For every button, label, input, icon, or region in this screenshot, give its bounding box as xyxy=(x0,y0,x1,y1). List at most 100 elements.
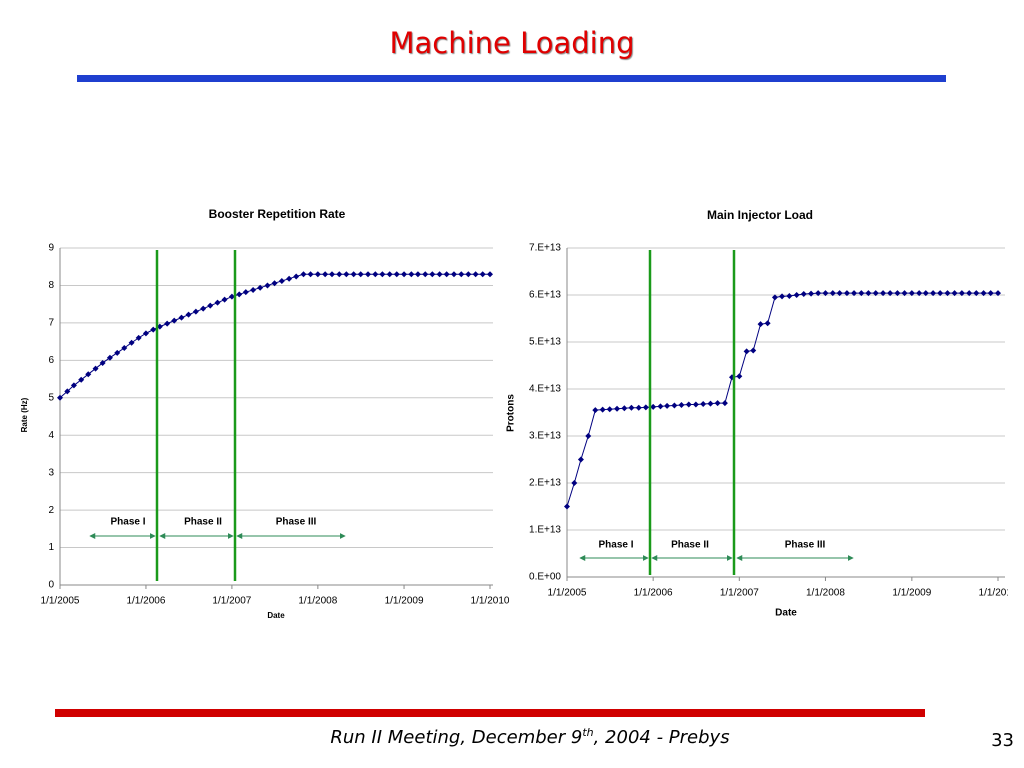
data-point xyxy=(429,271,436,278)
phase-label: Phase II xyxy=(671,540,709,551)
x-tick-label: 1/1/2008 xyxy=(298,596,337,607)
data-point xyxy=(880,290,887,297)
x-axis-label: Date xyxy=(775,608,797,619)
data-point xyxy=(443,271,450,278)
chart-title: Booster Repetition Rate xyxy=(209,207,346,221)
data-point xyxy=(106,354,113,361)
data-point xyxy=(322,271,329,278)
data-point xyxy=(614,405,621,412)
footer-sup: th xyxy=(582,726,594,739)
footer-rule xyxy=(55,709,925,717)
data-point xyxy=(779,293,786,300)
data-point xyxy=(85,371,92,378)
data-point xyxy=(692,401,699,408)
slide-title: Machine Loading xyxy=(389,26,635,60)
data-point xyxy=(70,382,77,389)
data-point xyxy=(793,292,800,298)
data-point xyxy=(365,271,372,278)
data-point xyxy=(357,271,364,278)
data-point xyxy=(221,296,228,303)
data-point xyxy=(164,320,171,327)
data-point xyxy=(980,290,987,297)
data-point xyxy=(858,290,865,297)
data-point xyxy=(707,400,714,407)
x-tick-label: 1/1/2010 xyxy=(979,588,1018,599)
data-point xyxy=(836,290,843,297)
y-tick-label: 0 xyxy=(48,580,54,591)
data-point xyxy=(958,290,965,297)
y-tick-label: 1.E+13 xyxy=(529,525,561,536)
data-point xyxy=(257,284,264,291)
data-point xyxy=(300,271,307,278)
phase-label: Phase I xyxy=(110,517,145,528)
x-tick-label: 1/1/2005 xyxy=(548,588,587,599)
series-line xyxy=(566,292,998,507)
y-tick-label: 6 xyxy=(48,355,54,366)
data-point xyxy=(916,290,923,297)
data-point xyxy=(372,271,379,278)
data-point xyxy=(293,273,300,280)
footer-text: Run II Meeting, December 9 xyxy=(330,727,583,748)
data-point xyxy=(750,347,757,354)
data-point xyxy=(408,271,415,278)
data-point xyxy=(606,406,613,413)
y-tick-label: 5 xyxy=(48,392,54,403)
y-tick-label: 0.E+00 xyxy=(529,572,561,583)
data-point xyxy=(721,400,728,407)
data-point xyxy=(250,286,257,293)
data-point xyxy=(350,271,357,278)
data-point xyxy=(908,290,915,297)
data-point xyxy=(386,271,393,278)
data-point xyxy=(736,373,743,380)
data-point xyxy=(829,290,836,297)
x-tick-label: 1/1/2008 xyxy=(806,588,845,599)
chart-booster: Booster Repetition Rate Rate (Hz) Date 0 1 2 3… xyxy=(20,207,510,620)
data-point xyxy=(343,271,350,278)
footer-text: , 2004 - Prebys xyxy=(593,727,730,748)
data-point xyxy=(621,405,628,412)
y-tick-label: 9 xyxy=(48,243,54,254)
data-point xyxy=(743,348,750,355)
y-tick-label: 6.E+13 xyxy=(529,290,561,301)
data-point xyxy=(228,293,235,300)
data-point xyxy=(987,290,994,297)
data-point xyxy=(178,314,185,321)
data-point xyxy=(450,271,457,278)
x-tick-label: 1/1/2009 xyxy=(385,596,424,607)
data-point xyxy=(422,271,429,278)
data-point xyxy=(393,271,400,278)
y-tick-label: 5.E+13 xyxy=(529,337,561,348)
data-point xyxy=(872,290,879,297)
data-point xyxy=(678,401,685,408)
data-point xyxy=(851,290,858,297)
data-point xyxy=(207,302,214,309)
data-point xyxy=(571,480,578,486)
data-point xyxy=(57,394,63,401)
data-point xyxy=(894,290,901,297)
data-point xyxy=(458,271,465,278)
data-point xyxy=(78,376,85,383)
data-point xyxy=(650,403,657,410)
x-tick-label: 1/1/2006 xyxy=(126,596,165,607)
data-point xyxy=(64,388,71,395)
data-point xyxy=(479,271,486,278)
data-point xyxy=(200,305,207,312)
data-point xyxy=(286,275,293,282)
phase-label: Phase III xyxy=(785,540,826,551)
page-number: 33 xyxy=(991,730,1014,751)
data-point xyxy=(822,290,829,297)
data-point xyxy=(564,503,570,510)
data-point xyxy=(664,402,671,409)
data-point xyxy=(99,359,106,366)
data-point xyxy=(414,271,421,278)
title-rule xyxy=(77,75,946,82)
y-tick-label: 2 xyxy=(48,505,54,516)
data-point xyxy=(808,290,815,297)
data-point xyxy=(156,323,163,330)
data-point xyxy=(628,404,635,411)
y-tick-label: 7.E+13 xyxy=(529,243,561,254)
data-point xyxy=(922,290,929,297)
data-point xyxy=(264,282,271,289)
data-point xyxy=(901,290,908,297)
